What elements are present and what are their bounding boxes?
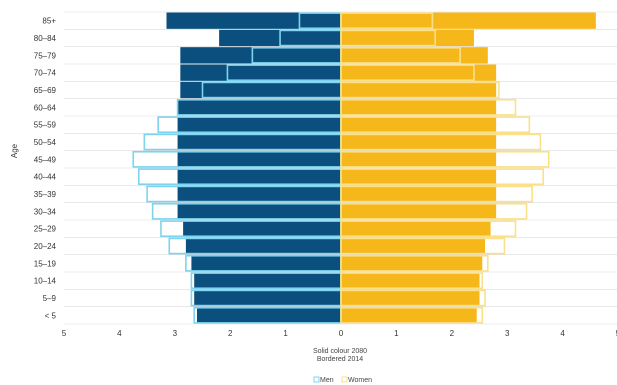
bar-outline-women-2014: [340, 168, 545, 186]
x-tick-labels: 5 4 3 2 1 0 1 2 3 4 5: [62, 329, 617, 338]
x-tick-label: 0: [339, 329, 344, 338]
y-tick-label: 35–39: [34, 190, 57, 199]
x-tick-label: 3: [173, 329, 178, 338]
bar-women-2080: [341, 64, 497, 81]
bar-men-2080: [196, 307, 341, 324]
note-line-2080: Solid colour 2080: [313, 348, 367, 355]
bar-women-2080: [341, 185, 497, 203]
x-tick-label: 5: [62, 329, 67, 338]
bar-outline-women-2014: [340, 289, 486, 307]
bar-outline-women-2014: [340, 185, 533, 203]
bar-women-2080: [341, 168, 497, 185]
bar-outline-women-2014: [340, 237, 506, 255]
bar-outline-women-2014: [340, 133, 542, 151]
y-tick-label: 20–24: [34, 242, 57, 251]
y-tick-label: 80–84: [34, 34, 57, 43]
y-tick-label: 45–49: [34, 155, 57, 164]
y-tick-label: 10–14: [34, 277, 57, 286]
x-tick-label: 1: [394, 329, 399, 338]
bar-women-2080: [341, 81, 497, 99]
bar-men-2080: [183, 220, 341, 237]
x-tick-label: 2: [450, 329, 455, 338]
bar-women-2080: [341, 29, 474, 47]
x-tick-label: 3: [505, 329, 510, 338]
x-tick-label: 1: [283, 329, 288, 338]
bar-outline-women-2014: [340, 81, 500, 99]
y-tick-label: 55–59: [34, 121, 57, 130]
bar-men-2080: [177, 203, 341, 220]
bar-men-2080: [177, 185, 341, 203]
bar-women-2080: [341, 99, 497, 116]
bar-men-2080: [180, 47, 341, 64]
bar-outline-women-2014: [340, 46, 461, 64]
bar-outline-women-2014: [340, 220, 517, 238]
y-tick-label: 15–19: [34, 259, 57, 268]
bar-women-2080: [341, 133, 497, 151]
y-tick-label: 85+: [42, 17, 56, 26]
y-tick-labels: < 5 5–9 10–14 15–19 20–24 25–29 30–34 35–39 40–4…: [34, 17, 57, 321]
bar-women-2080: [341, 116, 497, 133]
y-tick-label: 25–29: [34, 225, 57, 234]
y-tick-label: 60–64: [34, 103, 57, 112]
legend-label-men: Men: [320, 377, 334, 384]
bar-men-2080: [180, 81, 341, 99]
y-tick-label: 40–44: [34, 173, 57, 182]
bar-outline-women-2014: [340, 150, 550, 168]
legend-swatch-men: [313, 376, 320, 383]
legend-label-women: Women: [348, 377, 372, 384]
bar-men-2080: [185, 237, 341, 255]
bar-men-2080: [177, 116, 341, 133]
bar-men-2080: [191, 255, 341, 272]
bar-outline-women-2014: [340, 12, 434, 30]
note-line-2014: Bordered 2014: [317, 356, 363, 363]
x-tick-label: 4: [117, 329, 122, 338]
bar-outline-women-2014: [340, 64, 475, 82]
bar-men-2080: [166, 12, 341, 29]
bar-outline-women-2014: [340, 254, 489, 272]
legend-swatch-women: [341, 376, 348, 383]
bar-outline-women-2014: [340, 29, 436, 47]
bar-men-2080: [180, 64, 341, 81]
bar-men-2080: [177, 99, 341, 116]
y-tick-label: 5–9: [43, 294, 57, 303]
bar-women-2080: [341, 203, 497, 220]
bar-outline-women-2014: [340, 202, 528, 220]
y-tick-label: 65–69: [34, 86, 57, 95]
legend: Men Women: [313, 376, 372, 384]
bar-men-2080: [194, 289, 341, 307]
x-tick-label: 2: [228, 329, 233, 338]
bar-women-2080: [341, 12, 596, 29]
x-tick-label: 4: [560, 329, 565, 338]
x-tick-label: 5: [616, 329, 617, 338]
bar-men-2080: [194, 272, 341, 289]
y-tick-label: 30–34: [34, 207, 57, 216]
bar-women-2080: [341, 289, 480, 307]
bar-women-2080: [341, 255, 483, 272]
bar-women-2080: [341, 220, 491, 237]
bar-women-2080: [341, 307, 477, 324]
bar-outline-women-2014: [340, 98, 517, 116]
bars-2080-layer: [166, 12, 596, 324]
y-tick-label: 70–74: [34, 69, 57, 78]
y-axis-title: Age: [10, 143, 19, 158]
bars-2014-layer: [132, 12, 550, 324]
bar-men-2080: [177, 151, 341, 168]
y-tick-label: < 5: [45, 311, 57, 320]
y-tick-label: 75–79: [34, 51, 57, 60]
bar-women-2080: [341, 151, 497, 168]
bar-women-2080: [341, 272, 480, 289]
bar-outline-women-2014: [340, 116, 531, 134]
bar-men-2080: [177, 133, 341, 151]
bar-outline-women-2014: [340, 306, 484, 324]
bar-women-2080: [341, 237, 486, 255]
y-tick-label: 50–54: [34, 138, 57, 147]
bar-outline-women-2014: [340, 272, 484, 290]
bar-men-2080: [177, 168, 341, 185]
bar-women-2080: [341, 47, 488, 64]
